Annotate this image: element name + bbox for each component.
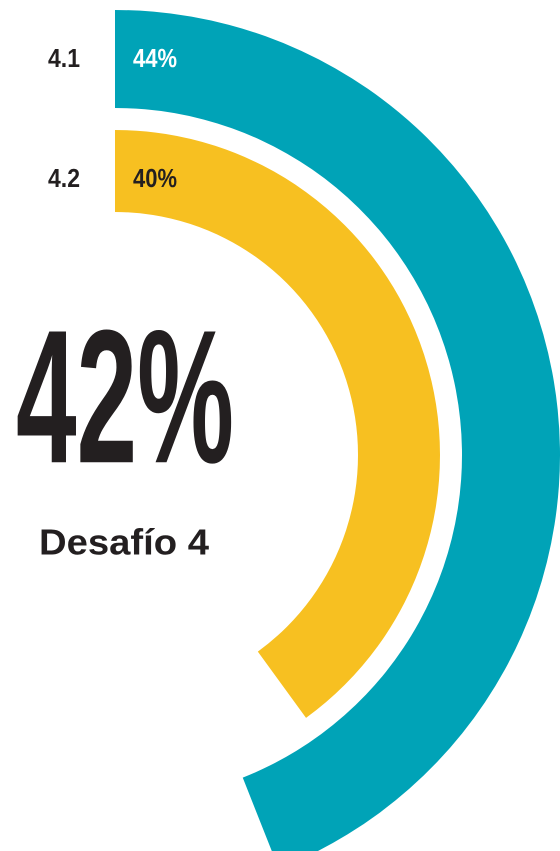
value-label: 44% xyxy=(133,43,177,73)
radial-bar xyxy=(115,130,441,718)
category-label: 4.2 xyxy=(48,163,80,193)
value-label: 40% xyxy=(133,163,177,193)
center-value: 42% xyxy=(16,291,234,503)
center-caption: Desafío 4 xyxy=(39,522,209,563)
category-label: 4.1 xyxy=(48,43,80,73)
radial-bar xyxy=(115,10,560,851)
